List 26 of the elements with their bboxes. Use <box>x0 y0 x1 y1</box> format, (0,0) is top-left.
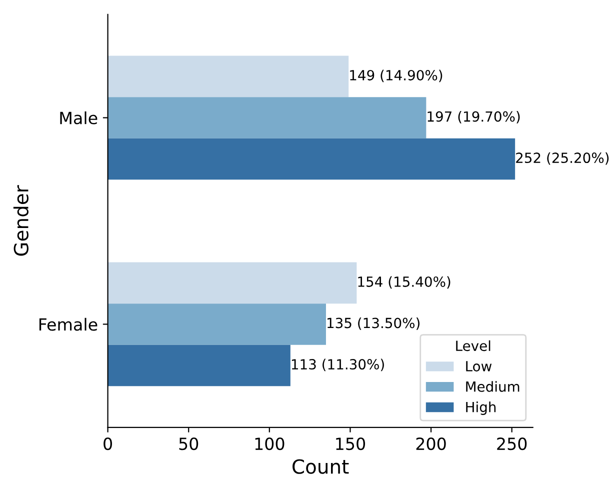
bar <box>108 97 426 138</box>
x-tick-label: 100 <box>255 437 284 450</box>
x-axis-title: Count <box>292 459 349 474</box>
bar <box>108 304 326 345</box>
y-tick-label: Female <box>39 318 98 331</box>
bar <box>108 344 290 386</box>
data-label: 113 (11.30%) <box>292 358 384 372</box>
bar <box>108 138 516 180</box>
y-tick-label: Male <box>60 111 98 124</box>
legend-label: Low <box>466 361 492 372</box>
data-label: 135 (13.50%) <box>328 318 420 330</box>
data-label: 154 (15.40%) <box>358 276 450 289</box>
data-label: 149 (14.90%) <box>350 70 442 82</box>
x-tick-label: 0 <box>104 437 112 450</box>
bar <box>108 56 349 98</box>
legend-title: Level <box>456 340 490 352</box>
bar <box>108 262 357 304</box>
x-tick-label: 150 <box>336 437 366 450</box>
legend-label: Medium <box>466 381 520 392</box>
data-label: 252 (25.20%) <box>516 152 609 165</box>
data-label: 197 (19.70%) <box>428 111 520 124</box>
x-tick-label: 200 <box>416 437 446 450</box>
x-tick-label: 50 <box>179 437 198 450</box>
legend-label: High <box>466 402 496 415</box>
y-axis-title: Gender <box>13 185 28 256</box>
x-tick-label: 250 <box>497 437 527 450</box>
